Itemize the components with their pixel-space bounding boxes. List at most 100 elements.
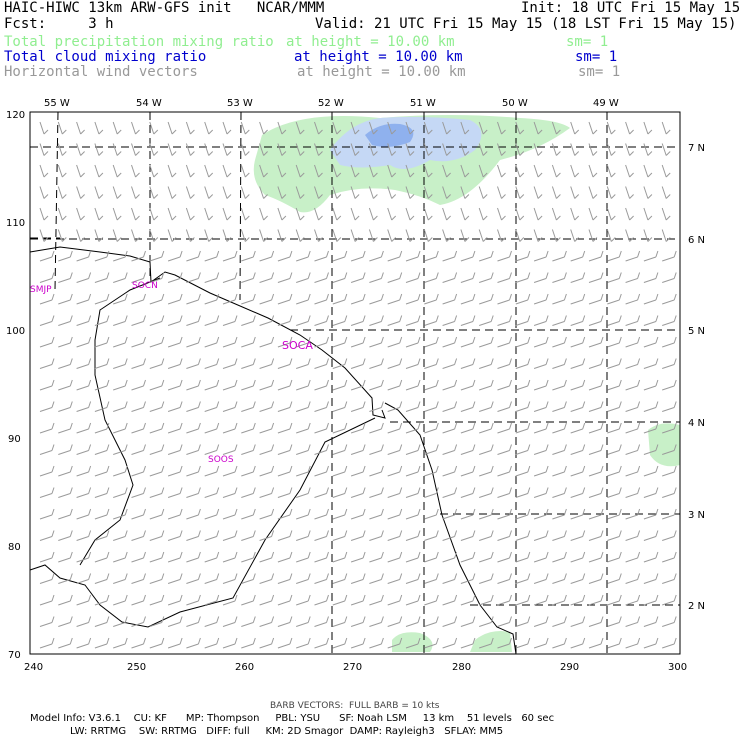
wind-barb bbox=[204, 272, 220, 283]
wind-barb bbox=[460, 508, 476, 520]
wind-barb bbox=[369, 358, 384, 369]
wind-barb bbox=[643, 143, 653, 156]
xtick-290: 290 bbox=[560, 662, 579, 673]
wind-barb bbox=[552, 465, 567, 477]
wind-barb bbox=[222, 508, 238, 520]
wind-barb bbox=[314, 186, 323, 199]
wind-barb bbox=[643, 637, 659, 649]
wind-barb bbox=[497, 594, 512, 606]
wind-barb bbox=[58, 315, 73, 326]
wind-barb bbox=[661, 143, 671, 156]
wind-barb bbox=[277, 422, 293, 434]
wind-barb bbox=[277, 250, 293, 262]
wind-barb bbox=[241, 315, 256, 326]
wind-barb bbox=[94, 551, 110, 563]
wind-barb bbox=[479, 465, 494, 477]
ytick-90: 90 bbox=[8, 434, 21, 445]
wind-barb bbox=[241, 272, 256, 283]
wind-barb bbox=[332, 358, 348, 369]
wind-barb bbox=[625, 401, 641, 412]
wind-barb bbox=[479, 487, 494, 498]
wind-barb bbox=[314, 358, 329, 369]
wind-barb bbox=[479, 573, 494, 584]
wind-barb bbox=[442, 229, 451, 242]
wind-barb bbox=[442, 401, 458, 412]
wind-barb bbox=[424, 422, 439, 434]
wind-barb bbox=[186, 293, 201, 305]
wind-barb bbox=[442, 250, 458, 262]
wind-barb bbox=[277, 401, 293, 412]
wind-barb bbox=[350, 207, 360, 221]
barb-legend: BARB VECTORS: FULL BARB = 10 kts bbox=[270, 701, 440, 711]
wind-barb bbox=[643, 336, 659, 348]
wind-barb bbox=[606, 121, 616, 135]
wind-barb bbox=[204, 229, 214, 242]
wind-barb bbox=[497, 379, 512, 391]
wind-barb bbox=[277, 508, 293, 520]
wind-barb bbox=[662, 272, 677, 283]
wind-barb bbox=[552, 250, 567, 262]
wind-barb bbox=[241, 379, 256, 391]
wind-barb bbox=[149, 594, 165, 606]
wind-barb bbox=[113, 487, 128, 498]
wind-barb bbox=[167, 573, 183, 584]
wind-barb bbox=[222, 379, 238, 391]
wind-barb bbox=[552, 336, 567, 348]
wind-barb bbox=[186, 487, 201, 498]
wind-barb bbox=[76, 186, 85, 199]
wind-barb bbox=[533, 315, 549, 326]
wind-barb bbox=[479, 293, 494, 305]
wind-barb bbox=[58, 272, 73, 283]
wind-barb bbox=[607, 293, 622, 305]
wind-barb bbox=[460, 594, 476, 606]
wind-barb bbox=[460, 379, 476, 391]
wind-barb bbox=[387, 164, 397, 178]
wind-barb bbox=[515, 293, 531, 305]
wind-barb bbox=[58, 637, 73, 649]
wind-barb bbox=[607, 336, 622, 348]
wind-barb bbox=[185, 186, 195, 199]
wind-barb bbox=[460, 487, 476, 498]
wind-barb bbox=[94, 293, 110, 305]
wind-barb bbox=[533, 293, 549, 305]
wind-barb bbox=[570, 637, 586, 649]
wind-barb bbox=[167, 637, 183, 649]
wind-barb bbox=[625, 379, 641, 391]
wind-barb bbox=[460, 164, 470, 178]
wind-barb bbox=[296, 637, 311, 649]
wind-barb bbox=[277, 551, 293, 563]
wind-barb bbox=[588, 530, 604, 541]
wind-barb bbox=[515, 379, 531, 391]
wind-barb bbox=[39, 143, 49, 156]
wind-barb bbox=[167, 594, 183, 606]
wind-barb bbox=[204, 336, 220, 348]
wind-barb bbox=[588, 207, 598, 221]
wind-barb bbox=[112, 143, 122, 156]
coastlines bbox=[29, 246, 517, 655]
wind-barb bbox=[662, 573, 677, 584]
wind-barb bbox=[478, 186, 488, 199]
wind-barb bbox=[259, 401, 275, 412]
wind-barb bbox=[350, 121, 360, 135]
wind-barb bbox=[662, 508, 677, 520]
wind-barb bbox=[369, 379, 384, 391]
valid-time: Valid: 21 UTC Fri 15 May 15 (18 LST Fri … bbox=[315, 16, 737, 32]
wind-barb bbox=[442, 358, 458, 369]
wind-barb bbox=[149, 379, 165, 391]
wind-barb bbox=[515, 164, 525, 178]
wind-barb bbox=[479, 637, 494, 649]
wind-barb bbox=[533, 164, 543, 178]
wind-barb bbox=[167, 250, 183, 262]
wind-barb bbox=[643, 465, 659, 477]
wind-barb bbox=[533, 573, 549, 584]
wind-barb bbox=[204, 508, 220, 520]
wind-barb bbox=[662, 422, 677, 434]
forecast-hour: Fcst: 3 h bbox=[4, 16, 114, 32]
wind-barb bbox=[295, 186, 305, 199]
wind-barb bbox=[76, 358, 92, 369]
wind-barb bbox=[277, 379, 293, 391]
wind-barb bbox=[588, 293, 604, 305]
wind-barb bbox=[186, 422, 201, 434]
wind-barb bbox=[625, 229, 634, 242]
wind-barb bbox=[149, 207, 159, 221]
